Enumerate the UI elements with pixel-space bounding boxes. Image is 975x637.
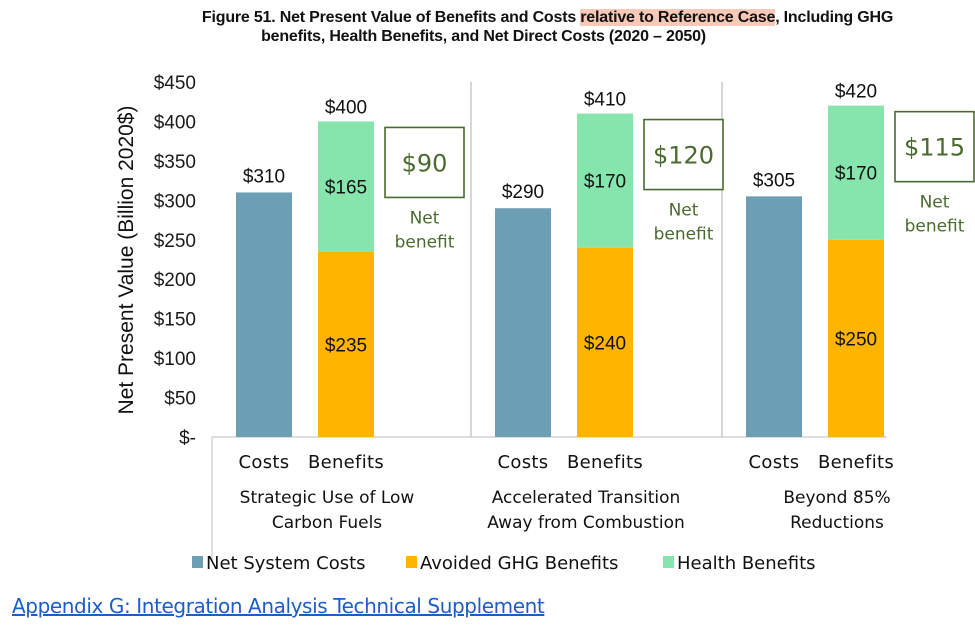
y-tick-label: $150 [154, 310, 196, 331]
y-tick-label: $200 [154, 270, 196, 291]
bar-health-benefits [828, 105, 884, 240]
net-benefit-value: $90 [402, 149, 448, 177]
category-label-benefits: Benefits [567, 452, 643, 473]
cost-total-label: $305 [753, 170, 795, 191]
legend-swatch-net-system-costs [192, 556, 203, 568]
title-suffix: , Including GHG [775, 9, 894, 26]
net-benefit-box [384, 126, 465, 199]
category-label-benefits: Benefits [818, 452, 894, 473]
cost-total-label: $290 [502, 182, 544, 203]
title-highlight: relative to Reference Case [580, 9, 776, 26]
y-tick-label: $450 [154, 73, 196, 94]
y-tick-label: $400 [154, 112, 196, 133]
net-benefit-caption: benefit [905, 217, 965, 237]
avoided-ghg-label: $235 [325, 335, 367, 356]
net-benefit-value: $120 [653, 142, 714, 170]
group-label: Beyond 85% [783, 488, 890, 508]
title-prefix: Figure 51. Net Present Value of Benefits… [201, 9, 581, 26]
group-label: Reductions [790, 513, 884, 533]
net-benefit-caption: Net [669, 201, 699, 221]
category-label-costs: Costs [498, 452, 549, 473]
bar-avoided-ghg [318, 251, 374, 437]
benefit-total-label: $400 [325, 97, 367, 118]
group-label: Accelerated Transition [492, 488, 681, 508]
health-label: $170 [835, 164, 877, 185]
net-benefit-box [643, 118, 724, 191]
net-benefit-caption: benefit [654, 225, 714, 245]
bar-net-system-costs [495, 208, 551, 437]
y-tick-label: $50 [164, 389, 196, 410]
benefit-total-label: $420 [835, 82, 877, 103]
figure-title: Figure 51. Net Present Value of Benefits… [0, 8, 975, 46]
y-tick-label: $350 [154, 152, 196, 173]
legend-label: Avoided GHG Benefits [420, 553, 618, 574]
net-benefit-caption: Net [920, 193, 950, 213]
bar-avoided-ghg [577, 247, 633, 437]
net-benefit-caption: benefit [395, 232, 455, 252]
bar-avoided-ghg [828, 239, 884, 437]
bar-health-benefits [318, 121, 374, 252]
y-tick-label: $- [179, 428, 196, 449]
category-label-costs: Costs [239, 452, 290, 473]
y-tick-label: $250 [154, 231, 196, 252]
category-label-costs: Costs [749, 452, 800, 473]
avoided-ghg-label: $240 [584, 333, 626, 354]
net-benefit-box [894, 110, 975, 183]
group-label: Away from Combustion [487, 513, 685, 533]
net-benefit-caption: Net [410, 208, 440, 228]
y-tick-label: $300 [154, 191, 196, 212]
cost-total-label: $310 [243, 166, 285, 187]
bar-net-system-costs [746, 196, 802, 437]
health-label: $170 [584, 172, 626, 193]
appendix-link[interactable]: Appendix G: Integration Analysis Technic… [12, 594, 545, 618]
bar-net-system-costs [236, 192, 292, 437]
y-tick-label: $100 [154, 349, 196, 370]
group-label: Carbon Fuels [272, 513, 382, 533]
avoided-ghg-label: $250 [835, 329, 877, 350]
health-label: $165 [325, 178, 367, 199]
title-line2: benefits, Health Benefits, and Net Direc… [261, 28, 706, 45]
benefit-total-label: $410 [584, 90, 626, 111]
legend-label: Net System Costs [206, 553, 366, 574]
legend-swatch-health [663, 556, 674, 568]
legend-label: Health Benefits [677, 553, 816, 574]
bar-health-benefits [577, 113, 633, 248]
net-benefit-value: $115 [904, 134, 965, 162]
y-axis-label: Net Present Value (Billion 2020$) [115, 106, 138, 415]
group-label: Strategic Use of Low [240, 488, 415, 508]
legend-swatch-avoided-ghg [406, 556, 417, 568]
category-label-benefits: Benefits [308, 452, 384, 473]
